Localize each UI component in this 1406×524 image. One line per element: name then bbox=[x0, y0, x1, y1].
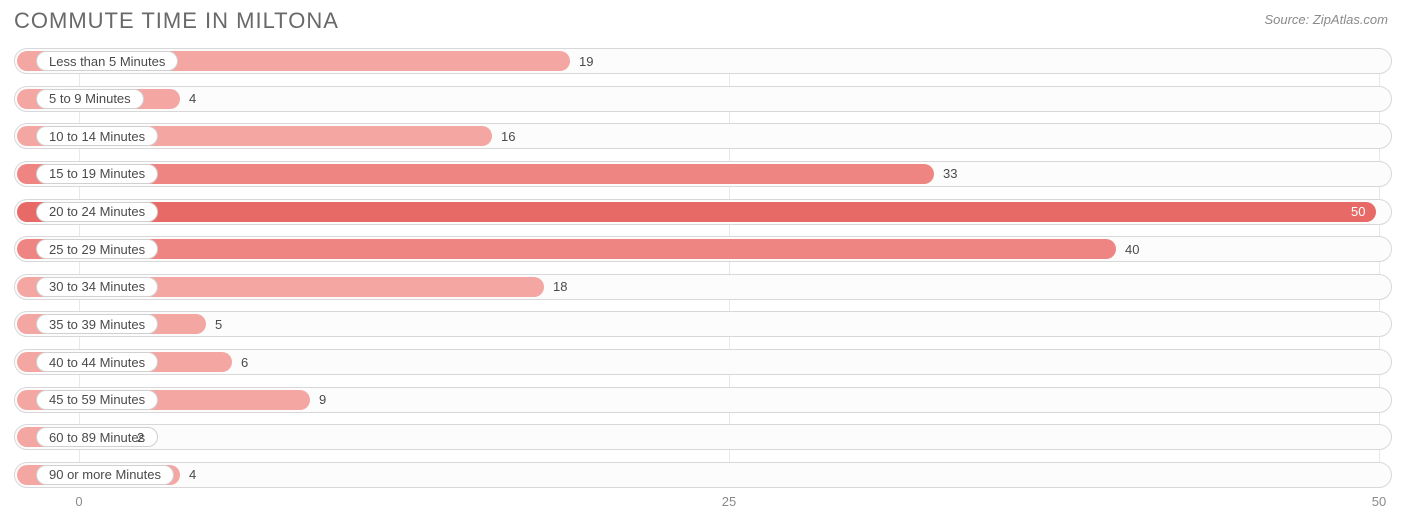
value-label: 40 bbox=[1125, 236, 1139, 262]
x-tick-label: 25 bbox=[722, 494, 736, 509]
category-label-pill: 30 to 34 Minutes bbox=[36, 277, 158, 297]
value-label: 33 bbox=[943, 161, 957, 187]
category-label-pill: 90 or more Minutes bbox=[36, 465, 174, 485]
value-label: 4 bbox=[189, 86, 196, 112]
value-label: 50 bbox=[1351, 199, 1365, 225]
value-label: 16 bbox=[501, 123, 515, 149]
bar-row: 45 to 59 Minutes 9 bbox=[14, 387, 1392, 413]
value-label: 2 bbox=[137, 424, 144, 450]
category-label-pill: Less than 5 Minutes bbox=[36, 51, 178, 71]
bar-row: 30 to 34 Minutes 18 bbox=[14, 274, 1392, 300]
bar-track bbox=[14, 424, 1392, 450]
category-label-pill: 40 to 44 Minutes bbox=[36, 352, 158, 372]
bar bbox=[17, 239, 1116, 259]
x-tick-label: 0 bbox=[75, 494, 82, 509]
bar-row: 10 to 14 Minutes 16 bbox=[14, 123, 1392, 149]
category-label-pill: 45 to 59 Minutes bbox=[36, 390, 158, 410]
category-label-pill: 25 to 29 Minutes bbox=[36, 239, 158, 259]
category-label-pill: 5 to 9 Minutes bbox=[36, 89, 144, 109]
bar-row: 40 to 44 Minutes 6 bbox=[14, 349, 1392, 375]
bar-row: 20 to 24 Minutes 50 bbox=[14, 199, 1392, 225]
source-attribution: Source: ZipAtlas.com bbox=[1264, 8, 1388, 27]
x-axis: 0 25 50 bbox=[14, 494, 1392, 514]
category-label-pill: 20 to 24 Minutes bbox=[36, 202, 158, 222]
bar bbox=[17, 202, 1376, 222]
chart-plot-area: Less than 5 Minutes 19 5 to 9 Minutes 4 10 t… bbox=[14, 48, 1392, 488]
category-label-pill: 35 to 39 Minutes bbox=[36, 314, 158, 334]
bar-row: 35 to 39 Minutes 5 bbox=[14, 311, 1392, 337]
x-tick-label: 50 bbox=[1372, 494, 1386, 509]
category-label-pill: 10 to 14 Minutes bbox=[36, 126, 158, 146]
bar-row: 15 to 19 Minutes 33 bbox=[14, 161, 1392, 187]
value-label: 19 bbox=[579, 48, 593, 74]
value-label: 5 bbox=[215, 311, 222, 337]
value-label: 6 bbox=[241, 349, 248, 375]
value-label: 4 bbox=[189, 462, 196, 488]
bar-row: 25 to 29 Minutes 40 bbox=[14, 236, 1392, 262]
category-label-pill: 15 to 19 Minutes bbox=[36, 164, 158, 184]
source-name: ZipAtlas.com bbox=[1313, 12, 1388, 27]
source-prefix: Source: bbox=[1264, 12, 1312, 27]
chart-title: COMMUTE TIME IN MILTONA bbox=[14, 8, 339, 34]
bar-track bbox=[14, 86, 1392, 112]
bar-row: 60 to 89 Minutes2 bbox=[14, 424, 1392, 450]
bar-track bbox=[14, 462, 1392, 488]
bar-row: 90 or more Minutes 4 bbox=[14, 462, 1392, 488]
bar-row: Less than 5 Minutes 19 bbox=[14, 48, 1392, 74]
value-label: 9 bbox=[319, 387, 326, 413]
bars-container: Less than 5 Minutes 19 5 to 9 Minutes 4 10 t… bbox=[14, 48, 1392, 488]
value-label: 18 bbox=[553, 274, 567, 300]
bar-row: 5 to 9 Minutes 4 bbox=[14, 86, 1392, 112]
